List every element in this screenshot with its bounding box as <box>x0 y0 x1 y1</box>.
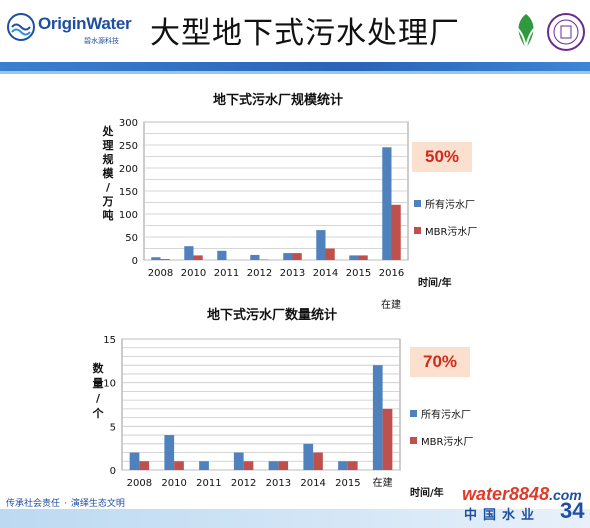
chart-title: 地下式污水厂数量统计 <box>207 307 337 323</box>
legend-item-all-2: 所有污水厂 <box>410 406 473 421</box>
y-tick-label: 0 <box>132 256 138 267</box>
bar-all <box>372 365 383 470</box>
x-axis-label: 时间/年 <box>410 486 444 499</box>
y-tick-label: 200 <box>119 164 138 175</box>
y-tick-label: 50 <box>125 233 138 244</box>
y-axis-label-char: 处 <box>102 124 115 138</box>
y-axis-label-char: 数 <box>93 361 105 375</box>
bar-all <box>268 461 279 470</box>
x-tick-label: 2012 <box>231 478 256 489</box>
bar-all <box>129 452 140 470</box>
bar-all <box>349 255 359 260</box>
count-legend: 所有污水厂 MBR污水厂 <box>410 406 473 460</box>
y-axis-label-char: 理 <box>103 139 114 152</box>
slide-header: OriginWater 碧水源科技 大型地下式污水处理厂 <box>0 0 590 62</box>
header-divider <box>0 62 590 71</box>
bar-mbr <box>193 255 203 260</box>
x-tick-label: 2010 <box>161 478 186 489</box>
bar-mbr <box>160 259 170 260</box>
page-number: 34 <box>560 498 585 523</box>
bar-mbr <box>313 452 323 470</box>
bar-mbr <box>292 253 302 260</box>
y-tick-label: 300 <box>119 118 138 129</box>
university-seal-icon <box>547 13 585 51</box>
x-tick-label: 在建 <box>373 476 393 489</box>
y-tick-label: 10 <box>103 379 116 390</box>
footer-bar <box>0 509 590 528</box>
bar-mbr <box>243 461 254 470</box>
bar-all <box>303 443 314 470</box>
bar-mbr <box>139 461 150 470</box>
x-tick-label: 2011 <box>214 268 239 279</box>
count-mbr-share-badge: 70% <box>410 347 470 377</box>
bar-mbr <box>325 248 335 260</box>
bar-all <box>283 253 293 260</box>
x-tick-label: 2016 <box>379 268 404 279</box>
y-tick-label: 100 <box>119 210 138 221</box>
y-axis-label-char: 万 <box>102 195 114 208</box>
y-axis-label-char: 规 <box>103 152 114 166</box>
bar-mbr <box>278 461 289 470</box>
x-tick-label: 2011 <box>196 478 221 489</box>
bar-mbr <box>347 461 358 470</box>
y-axis-label-char: 个 <box>92 406 105 420</box>
bar-all <box>316 230 326 260</box>
capacity-mbr-share-badge: 50% <box>412 142 472 172</box>
footer-slogan: 传承社会责任 · 演绎生态文明 <box>6 499 125 509</box>
legend-item-mbr: MBR污水厂 <box>414 223 477 238</box>
x-tick-label: 2015 <box>335 478 360 489</box>
capacity-legend: 所有污水厂 MBR污水厂 <box>414 196 477 250</box>
x-tick-label: 2013 <box>266 478 291 489</box>
partner-logos <box>506 8 586 58</box>
bar-all <box>250 254 260 260</box>
y-tick-label: 250 <box>119 141 138 152</box>
water8848-watermark: water8848.com 中国水业 34 <box>462 484 585 523</box>
x-tick-label: 2013 <box>280 268 305 279</box>
bar-all <box>199 461 209 470</box>
y-tick-label: 0 <box>110 466 116 477</box>
x-tick-label: 2014 <box>313 268 338 279</box>
slide-title: 大型地下式污水处理厂 <box>150 16 460 51</box>
x-tick-label: 2008 <box>127 478 152 489</box>
logo-sub-text: 碧水源科技 <box>84 37 119 45</box>
header-divider-light <box>0 71 590 74</box>
x-tick-label: 2012 <box>247 268 272 279</box>
logo-brand-text: OriginWater <box>38 14 132 33</box>
y-axis-label-char: 量 <box>93 377 104 390</box>
bar-all <box>184 246 194 260</box>
chart-title: 地下式污水厂规模统计 <box>213 92 343 108</box>
plot-area <box>121 338 401 471</box>
x-tick-label: 2008 <box>148 268 173 279</box>
green-leaf-icon <box>508 12 544 52</box>
bar-mbr <box>174 461 184 470</box>
y-axis-label-char: / <box>106 181 111 194</box>
x-tick-label: 2010 <box>181 268 206 279</box>
bar-mbr <box>391 204 401 260</box>
under-construction-label: 在建 <box>381 300 401 311</box>
y-tick-label: 15 <box>103 335 116 346</box>
bar-all <box>217 250 227 260</box>
bar-all <box>151 257 161 260</box>
bar-all <box>338 461 348 470</box>
x-tick-label: 2014 <box>300 478 325 489</box>
bar-all <box>233 452 244 470</box>
x-tick-label: 2015 <box>346 268 371 279</box>
bar-all <box>164 435 175 470</box>
y-tick-label: 5 <box>110 422 116 433</box>
bar-all <box>382 147 392 260</box>
bar-mbr <box>382 408 393 470</box>
y-tick-label: 150 <box>119 187 138 198</box>
water-drop-icon <box>7 13 35 41</box>
legend-item-mbr-2: MBR污水厂 <box>410 433 473 448</box>
y-axis-label-char: / <box>96 392 101 405</box>
legend-item-all: 所有污水厂 <box>414 196 477 211</box>
x-axis-label: 时间/年 <box>418 276 452 289</box>
y-axis-label-char: 吨 <box>103 208 114 222</box>
originwater-logo: OriginWater 碧水源科技 <box>6 10 146 50</box>
y-axis-label-char: 模 <box>103 166 115 180</box>
bar-mbr <box>358 255 368 260</box>
